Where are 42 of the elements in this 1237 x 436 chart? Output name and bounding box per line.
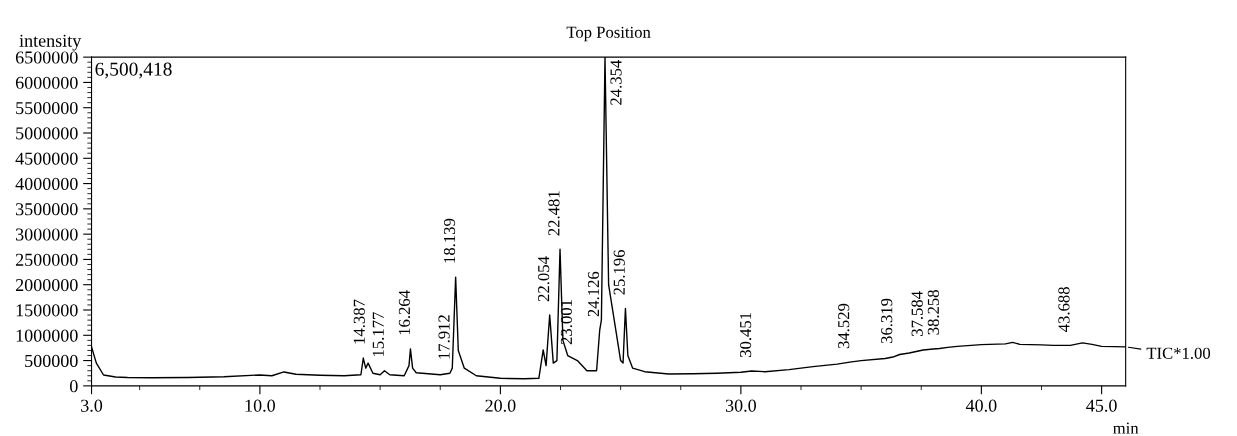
x-tick-label: 10.0 xyxy=(245,399,275,412)
annotation: 34.529 xyxy=(838,303,850,349)
y-tick-label: 6000000 xyxy=(15,76,78,89)
annotation: 30.451 xyxy=(739,312,752,357)
annotation: 24.354 xyxy=(610,60,622,105)
y-tick-label: 3500000 xyxy=(16,203,78,216)
x-axis-title: min xyxy=(1113,422,1139,434)
annotation: 14.387 xyxy=(353,299,365,344)
annotation: 37.584 xyxy=(911,291,923,337)
annotation: 15.177 xyxy=(372,312,384,357)
y-tick-label: 1000000 xyxy=(16,329,78,342)
chart-title: Top Position xyxy=(566,26,651,42)
x-tick-label: 40.0 xyxy=(965,399,997,412)
y-tick-label: 5000000 xyxy=(16,127,78,140)
y-tick-label: 6500000 xyxy=(15,51,78,64)
annotation: 38.258 xyxy=(927,290,940,335)
annotation: 6,500,418 xyxy=(95,62,172,79)
annotation: 22.481 xyxy=(548,191,560,236)
x-tick-label: 30.0 xyxy=(725,399,756,412)
y-tick-label: 3000000 xyxy=(16,228,78,241)
y-tick-label: 2000000 xyxy=(15,278,78,292)
annotation: 22.054 xyxy=(538,256,550,302)
x-tick-label: 3.0 xyxy=(81,399,103,412)
y-tick-label: 0 xyxy=(70,380,78,393)
x-tick-label: 20.0 xyxy=(485,399,516,412)
y-tick-label: 5500000 xyxy=(16,101,78,115)
text: TIC*1.00 xyxy=(1146,347,1211,359)
annotation: 43.688 xyxy=(1058,287,1070,332)
annotation: 18.139 xyxy=(443,218,456,263)
annotation: 25.196 xyxy=(613,250,625,295)
annotation: 23.001 xyxy=(560,300,573,345)
y-tick-label: 500000 xyxy=(25,354,78,368)
annotation: 17.912 xyxy=(438,315,450,359)
y-axis-title: intensity xyxy=(19,34,82,51)
y-tick-label: 2500000 xyxy=(15,253,78,266)
y-tick-label: 4500000 xyxy=(15,152,78,165)
y-tick-label: 1500000 xyxy=(16,304,78,317)
annotation: 24.126 xyxy=(587,271,600,317)
x-tick-label: 45.0 xyxy=(1086,399,1117,412)
annotation: 36.319 xyxy=(881,298,893,344)
annotation: 16.264 xyxy=(398,290,411,335)
y-tick-label: 4000000 xyxy=(15,177,78,191)
